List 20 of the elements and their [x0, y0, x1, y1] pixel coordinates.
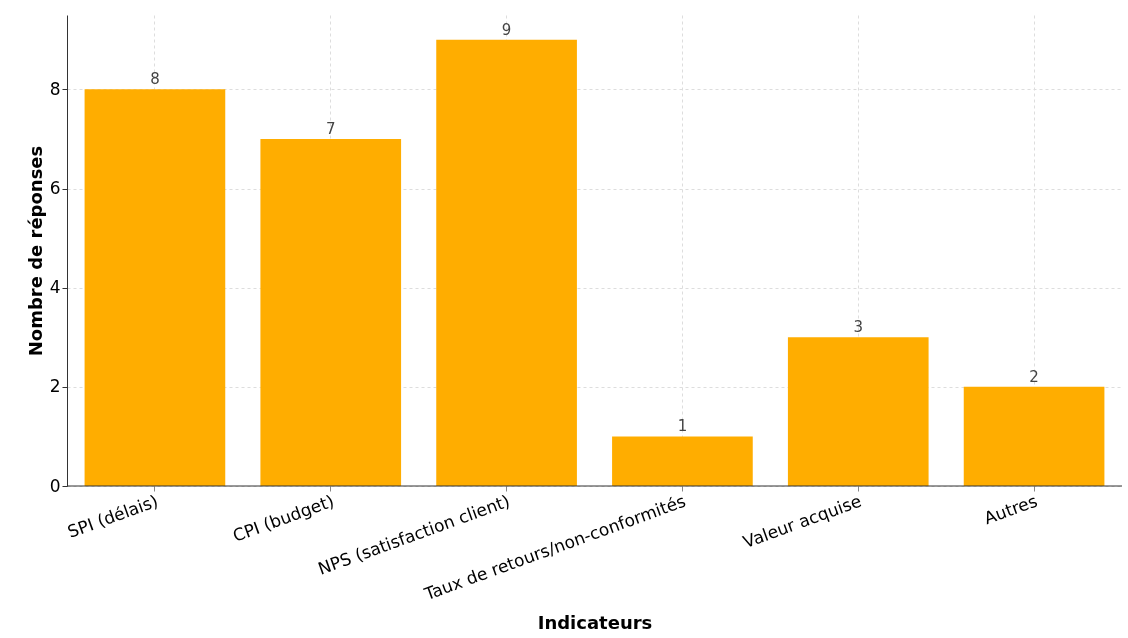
bar: [436, 39, 577, 486]
y-tick-label: 8: [49, 78, 61, 99]
x-axis-title: Indicateurs: [537, 612, 653, 634]
data-label: 8: [150, 70, 160, 89]
y-tick-label: 4: [49, 277, 61, 298]
data-label: 7: [325, 119, 336, 138]
bar: [612, 436, 753, 486]
bar: [260, 138, 402, 486]
data-label: 2: [1029, 367, 1039, 386]
data-label: 3: [853, 318, 864, 337]
data-label: 1: [677, 417, 688, 436]
x-tick-label: Autres: [981, 490, 1041, 529]
y-tick-label: 6: [49, 178, 61, 199]
data-label: 9: [501, 20, 512, 39]
bar: [84, 89, 226, 486]
y-axis-title: Nombre de réponses: [24, 145, 46, 357]
y-tick-label: 2: [49, 376, 61, 397]
bar: [963, 386, 1105, 486]
y-tick-label: 0: [49, 475, 61, 496]
bar: [787, 337, 929, 486]
